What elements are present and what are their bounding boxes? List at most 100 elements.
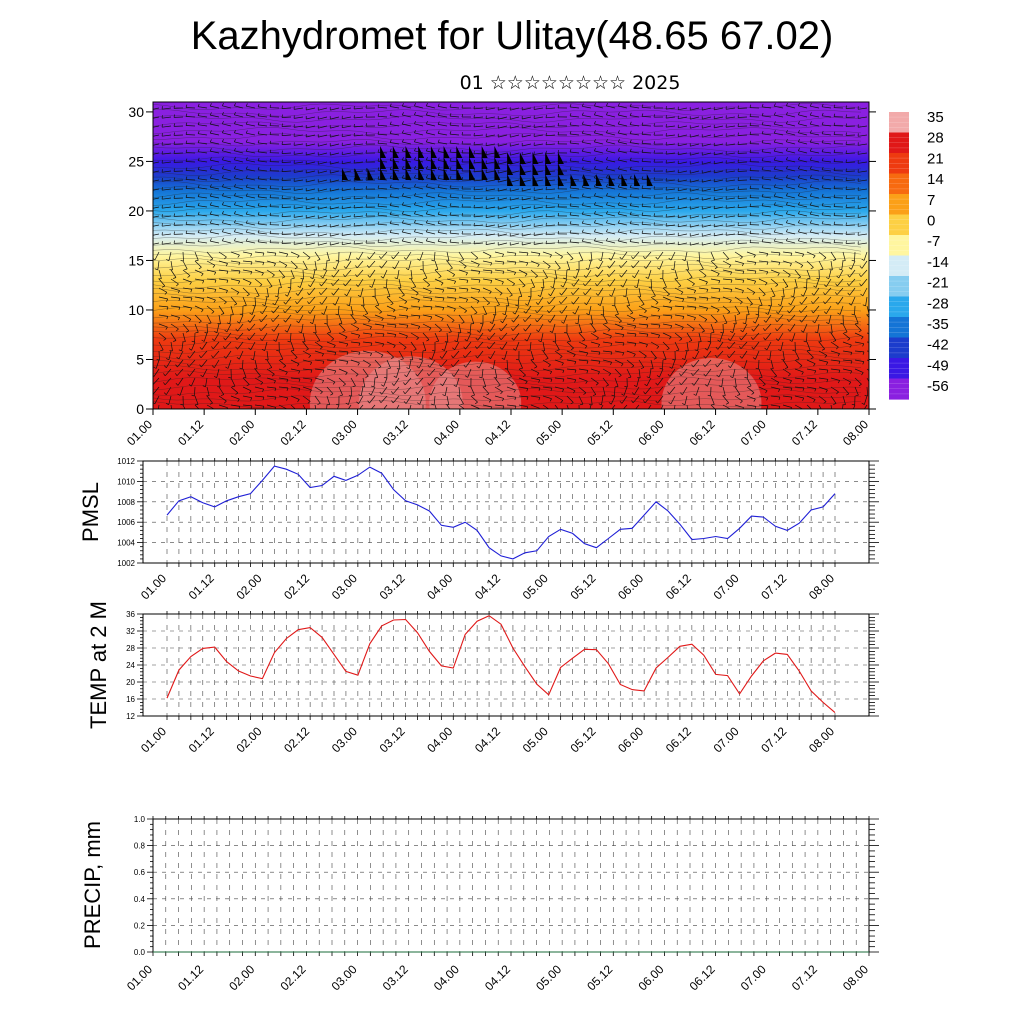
wind-barb-tick [233, 211, 236, 214]
wind-barb [242, 404, 253, 407]
wind-barb-tick [711, 259, 715, 262]
wind-barb [732, 368, 736, 378]
wind-barb-tick [271, 310, 274, 314]
wind-barb [494, 260, 504, 263]
wind-barb [338, 314, 343, 324]
wind-barb-tick [437, 193, 440, 197]
wind-barb-tick [835, 301, 839, 305]
wind-barb-tick [571, 283, 575, 287]
wind-barb-tick [628, 376, 632, 379]
wind-barb-tick [569, 131, 572, 135]
wind-barb-tick [718, 280, 721, 284]
wind-barb [632, 251, 640, 260]
wind-barb [153, 242, 160, 245]
wind-barb [494, 251, 504, 255]
wind-barb-tick [416, 337, 419, 341]
wind-barb [470, 395, 478, 403]
wind-barb-tick [319, 346, 323, 350]
wind-barb [794, 377, 804, 380]
wind-barb-tick [173, 159, 175, 163]
wind-barb-tick [644, 410, 646, 412]
wind-barb [570, 115, 580, 118]
wind-barb [314, 323, 317, 333]
wind-barb-tick [273, 263, 276, 267]
wind-barb [153, 386, 160, 395]
wind-barb-tick [257, 202, 260, 207]
wind-barb [254, 395, 264, 398]
wind-barb [530, 395, 540, 398]
wind-pennant [392, 168, 399, 180]
wind-barb [705, 350, 712, 359]
wind-barb-tick [784, 286, 789, 288]
wind-barb [506, 296, 510, 306]
wind-barb [630, 133, 640, 136]
wind-barb [578, 350, 588, 354]
wind-barb [786, 132, 796, 136]
wind-barb-tick [365, 123, 367, 127]
wind-barb-tick [247, 337, 250, 341]
wind-barb [786, 222, 796, 226]
panel-frame [142, 460, 870, 564]
wind-barb [570, 133, 580, 136]
wind-barb-tick [569, 158, 572, 162]
wind-barb-tick [177, 317, 180, 321]
wind-barb-tick [401, 238, 404, 242]
wind-barb-tick [574, 379, 577, 383]
wind-barb-tick [425, 193, 428, 197]
wind-barb [402, 195, 412, 199]
wind-barb [422, 269, 428, 279]
wind-barb-tick [454, 298, 457, 302]
wind-barb-tick [281, 132, 283, 136]
wind-barb-tick [809, 193, 812, 197]
wind-barb [698, 332, 702, 342]
wind-barb [826, 305, 832, 314]
wind-pennant [456, 146, 463, 158]
wind-barb [858, 143, 868, 146]
wind-barb [234, 141, 244, 145]
wind-barb [486, 233, 496, 236]
wind-barb [578, 368, 588, 371]
wind-barb-tick [643, 266, 647, 269]
wind-barb [730, 332, 736, 341]
wind-barb-tick [764, 347, 768, 351]
wind-barb-tick [344, 293, 347, 297]
wind-barb-tick [499, 347, 503, 350]
y-tick-label: 24 [126, 661, 135, 670]
wind-barb [510, 143, 520, 147]
wind-barb-tick [576, 413, 579, 414]
wind-barb-tick [269, 203, 272, 207]
wind-barb [810, 159, 820, 163]
wind-barb [545, 215, 556, 218]
wind-barb [702, 197, 712, 201]
wind-barb [666, 134, 676, 137]
wind-barb [554, 260, 561, 269]
wind-barb-tick [559, 356, 563, 359]
wind-barb [405, 251, 412, 260]
wind-barb-tick [740, 400, 743, 404]
wind-barb-tick [653, 105, 655, 109]
wind-barb-tick [778, 262, 781, 266]
wind-barb [369, 251, 376, 260]
wind-barb-tick [237, 254, 240, 258]
wind-barb [684, 395, 688, 405]
wind-barb-tick [598, 351, 601, 356]
wind-barb-tick [259, 328, 262, 332]
wind-pennant [354, 168, 361, 180]
wind-barb-tick [833, 176, 836, 180]
wind-barb [680, 377, 688, 386]
wind-barb-tick [202, 280, 205, 284]
wind-barb [530, 359, 538, 367]
wind-barb [666, 179, 676, 182]
wind-barb-tick [418, 315, 421, 319]
wind-barb-tick [646, 376, 650, 379]
wind-barb [753, 341, 760, 350]
wind-barb-tick [809, 220, 812, 224]
wind-barb-tick [343, 274, 346, 278]
wind-barb [153, 224, 160, 227]
wind-barb [570, 160, 580, 163]
wind-barb [570, 232, 580, 235]
wind-barb-tick [463, 266, 467, 269]
wind-barb-tick [209, 402, 213, 405]
wind-barb [545, 242, 556, 245]
wind-barb-tick [496, 304, 500, 307]
